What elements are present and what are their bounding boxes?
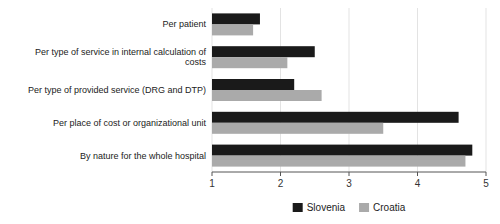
category-label-line: costs <box>185 57 207 67</box>
bar <box>212 156 465 167</box>
category-label-line: By nature for the whole hospital <box>80 151 206 161</box>
chart: 1 2 3 4 5 By nature for the whole hospital Per… <box>0 0 500 224</box>
category-label: Per type of service in internal calculat… <box>35 47 207 67</box>
legend-swatch <box>293 203 303 212</box>
x-tick <box>212 172 213 176</box>
bar <box>212 90 322 101</box>
bar <box>212 24 253 35</box>
x-tick <box>280 172 281 176</box>
bars <box>212 13 472 166</box>
category-label-line: Per type of provided service (DRG and DT… <box>28 85 206 95</box>
x-tick-label: 4 <box>415 178 421 189</box>
bar <box>212 57 287 68</box>
bar <box>212 123 383 134</box>
category-label: Per place of cost or organizational unit <box>53 118 207 128</box>
x-tick-label: 5 <box>483 178 489 189</box>
legend-label: Slovenia <box>307 202 346 213</box>
bar <box>212 13 260 24</box>
bar <box>212 145 472 156</box>
category-label-line: Per type of service in internal calculat… <box>35 47 207 57</box>
bar <box>212 79 294 90</box>
x-tick-label: 3 <box>346 178 352 189</box>
grid-line <box>486 8 487 172</box>
category-label-line: Per patient <box>162 19 206 29</box>
category-label: Per patient <box>162 19 206 29</box>
x-tick <box>349 172 350 176</box>
category-label: Per type of provided service (DRG and DT… <box>28 85 206 95</box>
legend-swatch <box>359 203 369 212</box>
x-tick <box>417 172 418 176</box>
legend: Slovenia Croatia <box>293 202 406 213</box>
bar <box>212 46 315 57</box>
legend-label: Croatia <box>373 202 406 213</box>
bar <box>212 112 459 123</box>
x-tick-label: 1 <box>209 178 215 189</box>
category-label: By nature for the whole hospital <box>80 151 206 161</box>
x-tick-label: 2 <box>278 178 284 189</box>
category-label-line: Per place of cost or organizational unit <box>53 118 207 128</box>
x-tick <box>486 172 487 176</box>
